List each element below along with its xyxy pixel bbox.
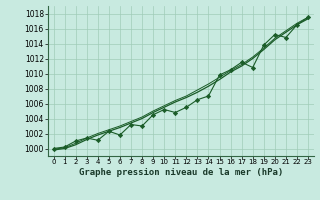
- X-axis label: Graphe pression niveau de la mer (hPa): Graphe pression niveau de la mer (hPa): [79, 168, 283, 177]
